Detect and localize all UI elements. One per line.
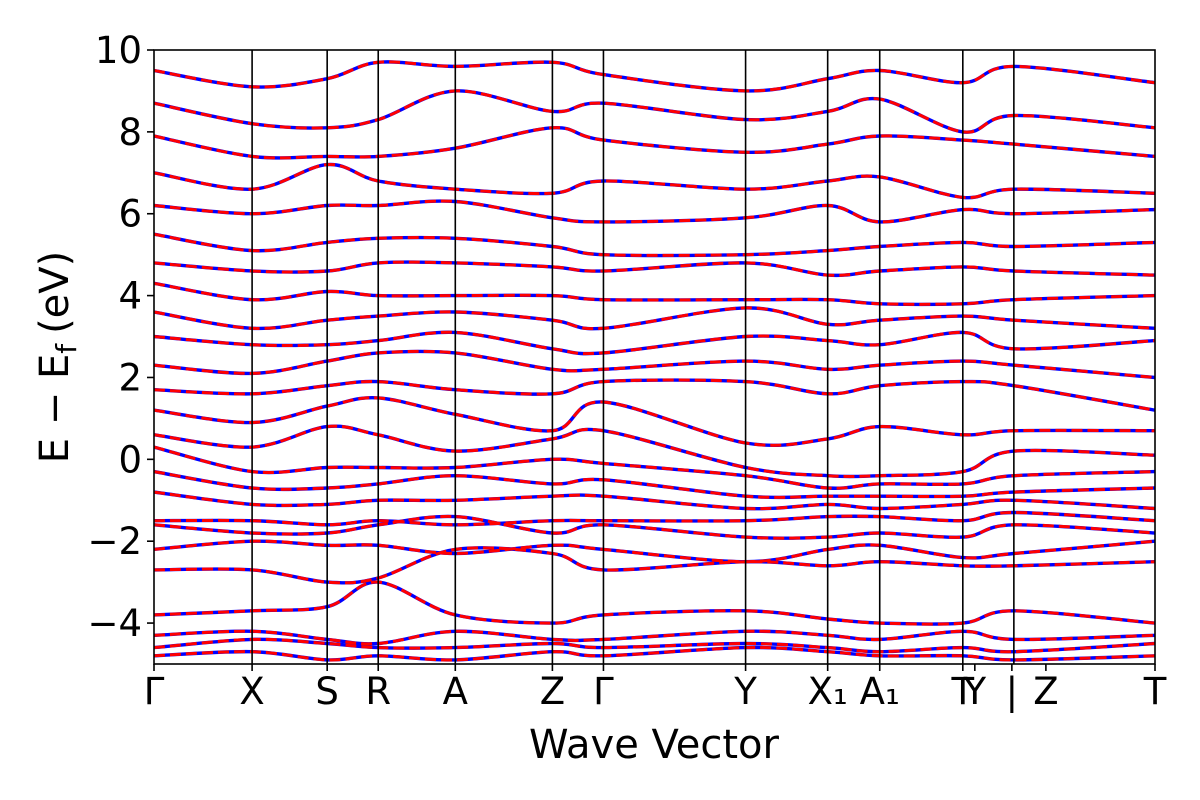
plot-frame <box>153 49 1156 665</box>
band-line-red-5 <box>154 539 1155 564</box>
band-line-red-15 <box>154 330 1155 356</box>
y-axis-title: E − Ef (eV) <box>32 251 83 464</box>
band-line-red-8 <box>154 490 1155 511</box>
band-line-red-17 <box>154 281 1155 306</box>
band-line-red-6 <box>154 514 1155 540</box>
band-line-red-0 <box>154 646 1155 662</box>
y-axis-ticks: −4 −2 0 2 4 6 8 10 <box>87 29 154 645</box>
x-tick-label-12: | <box>1006 670 1018 713</box>
x-tick-label-3: R <box>365 670 391 713</box>
y-tick-label-4: 4 <box>118 275 142 318</box>
y-tick-label-3: 2 <box>118 356 142 399</box>
y-axis-title-main: E − E <box>32 354 78 464</box>
y-tick-label-1: −2 <box>87 520 142 563</box>
y-tick-label-7: 10 <box>95 29 142 72</box>
x-tick-label-13: Z <box>1033 670 1058 713</box>
y-tick-label-0: −4 <box>87 602 142 645</box>
band-line-red-21 <box>154 163 1155 200</box>
x-tick-label-11: Y <box>963 670 987 713</box>
band-line-red-3 <box>154 580 1155 626</box>
band-line-red-23 <box>154 89 1155 134</box>
x-tick-label-8: X₁ <box>808 670 848 713</box>
y-axis-title-subscript: f <box>50 343 83 354</box>
band-line-red-2 <box>154 629 1155 646</box>
x-tick-label-4: A <box>443 670 468 713</box>
y-tick-label-2: 0 <box>118 438 142 481</box>
x-axis-ticks: Γ X S R A Z Γ Y X₁ A₁ TY | Z T <box>144 664 1167 713</box>
x-tick-label-14: T <box>1143 670 1167 713</box>
x-tick-label-1: X <box>239 670 264 713</box>
band-line-red-13 <box>154 378 1155 412</box>
high-symmetry-lines <box>251 50 1015 664</box>
band-line-red-18 <box>154 260 1155 277</box>
band-line-red-24 <box>154 60 1155 93</box>
x-tick-label-10: T <box>951 670 975 713</box>
x-tick-label-6: Γ <box>593 670 614 713</box>
y-tick-label-6: 8 <box>118 111 142 154</box>
x-axis-title: Wave Vector <box>529 722 780 768</box>
x-tick-label-7: Y <box>733 670 757 713</box>
x-tick-label-2: S <box>315 670 339 713</box>
band-line-red-9 <box>154 470 1155 499</box>
x-tick-label-0: Γ <box>144 670 165 713</box>
y-axis-title-unit: (eV) <box>32 251 78 334</box>
band-line-red-14 <box>154 349 1155 379</box>
x-tick-label-9: A₁ <box>860 670 900 713</box>
y-tick-label-5: 6 <box>118 193 142 236</box>
x-tick-label-5: Z <box>540 670 565 713</box>
band-line-red-19 <box>154 232 1155 257</box>
